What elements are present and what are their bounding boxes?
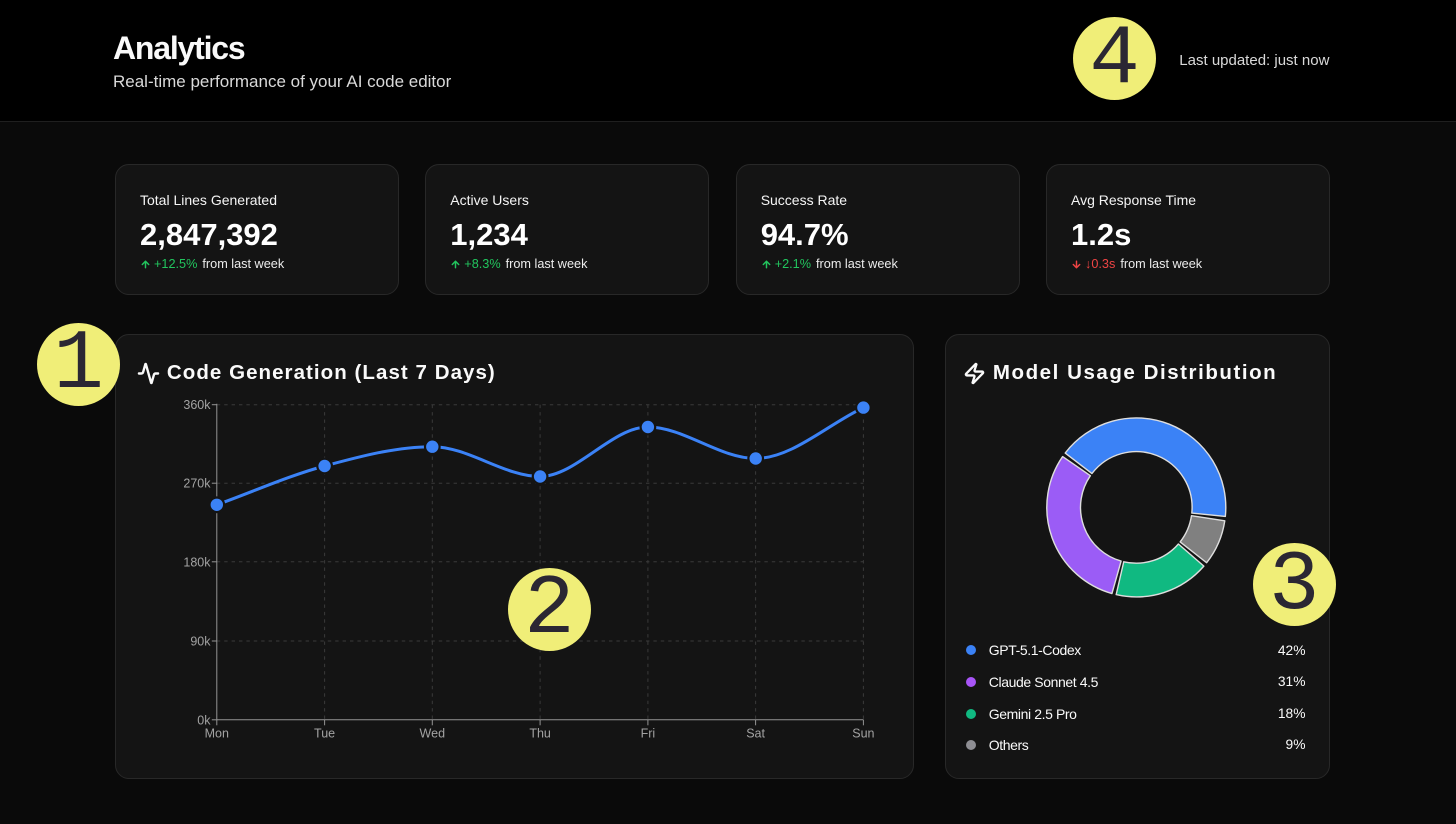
svg-text:Mon: Mon bbox=[205, 727, 229, 741]
svg-text:Sat: Sat bbox=[746, 727, 765, 741]
svg-text:Sun: Sun bbox=[852, 727, 874, 741]
svg-text:Thu: Thu bbox=[529, 727, 551, 741]
svg-text:270k: 270k bbox=[183, 477, 211, 491]
svg-text:Tue: Tue bbox=[314, 727, 335, 741]
svg-text:0k: 0k bbox=[197, 713, 211, 727]
svg-text:90k: 90k bbox=[190, 635, 211, 649]
svg-text:Fri: Fri bbox=[641, 727, 656, 741]
svg-text:Wed: Wed bbox=[420, 727, 446, 741]
svg-text:180k: 180k bbox=[183, 555, 211, 569]
svg-text:360k: 360k bbox=[183, 398, 211, 412]
